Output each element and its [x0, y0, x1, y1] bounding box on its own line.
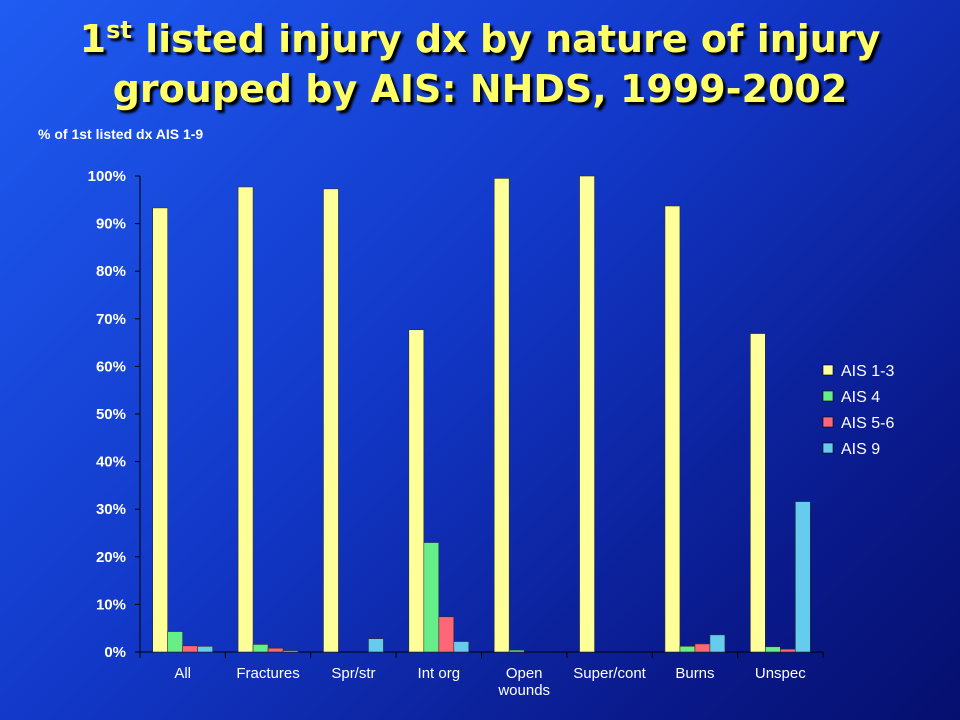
- legend-swatch: [822, 442, 834, 454]
- x-category-label: All: [174, 665, 191, 682]
- bar: [282, 650, 299, 653]
- legend-label: AIS 4: [841, 389, 880, 406]
- bar: [237, 186, 254, 653]
- bar: [579, 175, 595, 653]
- x-category-label: Fractures: [236, 665, 299, 682]
- x-category-label: Spr/str: [331, 665, 375, 682]
- bar: [323, 188, 339, 653]
- bar: [152, 207, 168, 653]
- bar: [694, 643, 711, 653]
- title-line2: grouped by AIS: NHDS, 1999-2002: [112, 67, 848, 111]
- bar: [750, 333, 766, 653]
- bar: [423, 542, 440, 653]
- legend-label: AIS 1-3: [841, 363, 894, 380]
- y-tick-label: 40%: [96, 454, 126, 471]
- y-axis-caption: % of 1st listed dx AIS 1-9: [38, 126, 204, 142]
- y-tick-label: 50%: [96, 406, 126, 423]
- legend-swatch: [822, 364, 834, 376]
- y-tick-label: 60%: [96, 358, 126, 375]
- bar: [709, 634, 726, 653]
- y-tick-label: 10%: [96, 596, 126, 613]
- bar: [368, 638, 384, 653]
- y-tick-label: 90%: [96, 216, 126, 233]
- y-tick-label: 0%: [104, 644, 126, 661]
- y-tick-label: 70%: [96, 311, 126, 328]
- bar: [780, 648, 796, 653]
- bar: [252, 644, 269, 653]
- x-category-label: Burns: [675, 665, 714, 682]
- x-category-label: Open: [506, 665, 543, 682]
- bar: [197, 645, 213, 653]
- bar: [765, 646, 781, 653]
- y-tick-label: 20%: [96, 549, 126, 566]
- bar: [679, 645, 696, 653]
- bar: [493, 178, 510, 653]
- bar: [453, 641, 470, 653]
- y-tick-label: 80%: [96, 263, 126, 280]
- legend-label: AIS 5-6: [841, 415, 894, 432]
- x-category-label: Unspec: [755, 665, 806, 682]
- legend-label: AIS 9: [841, 441, 880, 458]
- legend-swatch: [822, 416, 834, 428]
- y-tick-label: 100%: [88, 168, 126, 185]
- slide-title: 1st listed injury dx by nature of injury…: [0, 14, 960, 114]
- bar: [408, 329, 425, 653]
- bar: [508, 649, 525, 653]
- title-line1-prefix: 1: [79, 17, 107, 61]
- bar: [438, 616, 455, 653]
- bar: [664, 205, 681, 653]
- x-category-label: wounds: [497, 682, 550, 699]
- bar: [167, 631, 183, 653]
- title-line1-rest: listed injury dx by nature of injury: [131, 17, 881, 61]
- bar: [182, 645, 198, 653]
- bar: [795, 501, 811, 653]
- title-line1-sup: st: [106, 16, 132, 44]
- x-category-label: Super/cont: [573, 665, 646, 682]
- y-tick-label: 30%: [96, 501, 126, 518]
- x-category-label: Int org: [418, 665, 461, 682]
- bar: [267, 647, 284, 653]
- legend-swatch: [822, 390, 834, 402]
